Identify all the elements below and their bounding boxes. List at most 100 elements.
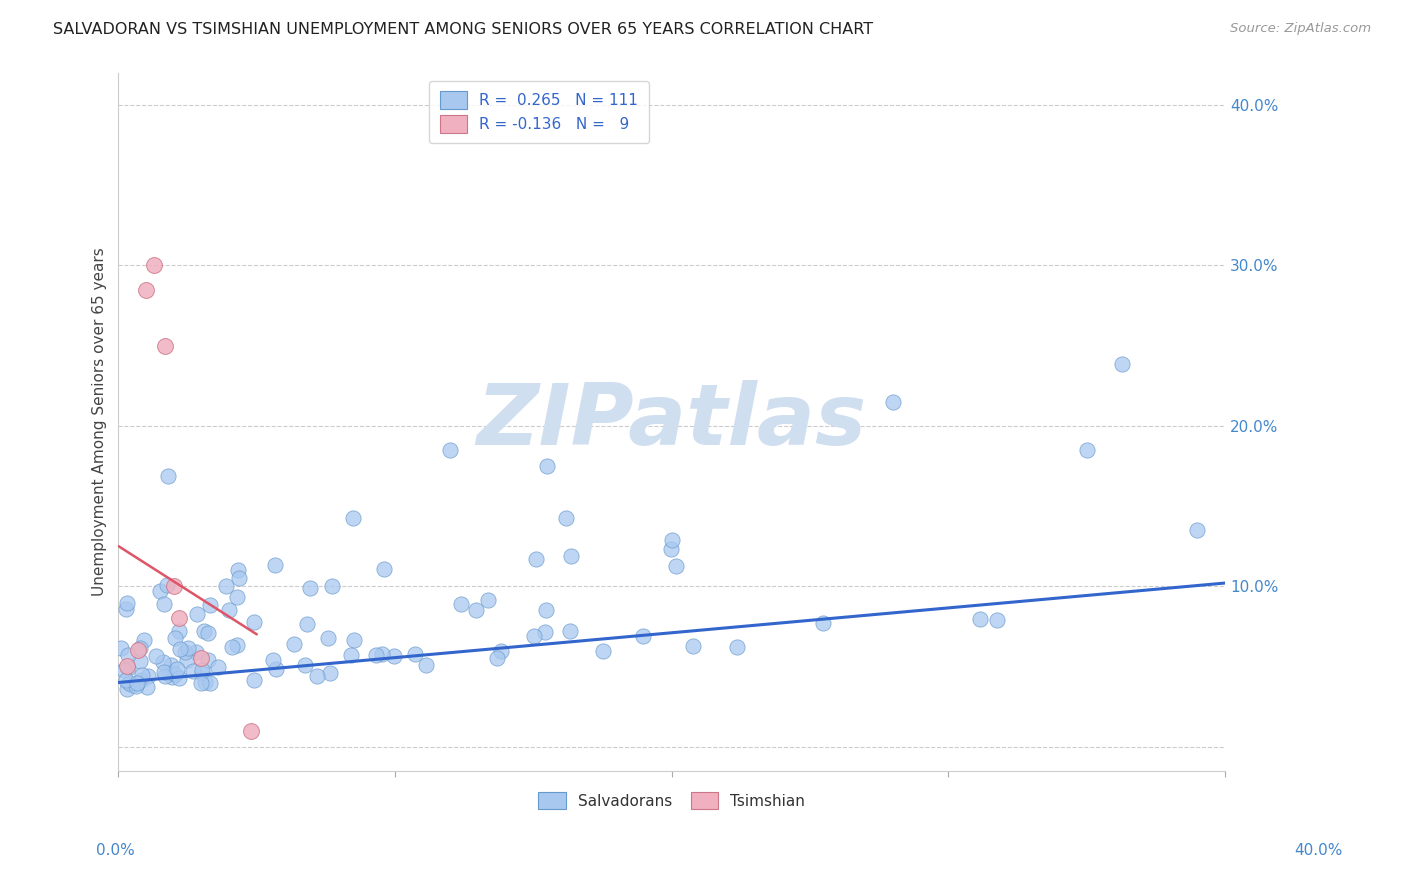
- Point: [156, 578, 179, 592]
- Point: [169, 611, 191, 625]
- Point: [477, 592, 499, 607]
- Point: [404, 647, 426, 661]
- Point: [121, 678, 143, 692]
- Point: [307, 668, 329, 682]
- Point: [198, 598, 221, 612]
- Point: [125, 679, 148, 693]
- Point: [659, 542, 682, 557]
- Text: Source: ZipAtlas.com: Source: ZipAtlas.com: [1230, 22, 1371, 36]
- Point: [489, 643, 512, 657]
- Point: [191, 666, 214, 681]
- Point: [319, 666, 342, 681]
- Point: [169, 642, 191, 657]
- Point: [160, 657, 183, 672]
- Point: [631, 629, 654, 643]
- Point: [262, 653, 284, 667]
- Point: [117, 682, 139, 697]
- Point: [560, 549, 582, 563]
- Point: [110, 640, 132, 655]
- Point: [190, 676, 212, 690]
- Text: SALVADORAN VS TSIMSHIAN UNEMPLOYMENT AMONG SENIORS OVER 65 YEARS CORRELATION CHA: SALVADORAN VS TSIMSHIAN UNEMPLOYMENT AMO…: [53, 22, 873, 37]
- Y-axis label: Unemployment Among Seniors over 65 years: Unemployment Among Seniors over 65 years: [93, 247, 107, 596]
- Text: 40.0%: 40.0%: [1295, 843, 1343, 858]
- Point: [167, 624, 190, 639]
- Point: [298, 582, 321, 596]
- Point: [986, 613, 1008, 627]
- Point: [160, 670, 183, 684]
- Point: [811, 616, 834, 631]
- Point: [197, 653, 219, 667]
- Point: [167, 672, 190, 686]
- Point: [340, 648, 363, 663]
- Point: [321, 579, 343, 593]
- Point: [200, 676, 222, 690]
- Point: [242, 673, 264, 687]
- Point: [592, 644, 614, 658]
- Point: [125, 676, 148, 690]
- Point: [135, 681, 157, 695]
- Point: [186, 607, 208, 622]
- Point: [882, 394, 904, 409]
- Point: [1187, 523, 1209, 537]
- Point: [558, 624, 581, 639]
- Point: [176, 653, 198, 667]
- Point: [1076, 442, 1098, 457]
- Point: [371, 648, 394, 662]
- Point: [191, 663, 214, 677]
- Point: [129, 640, 152, 655]
- Point: [128, 654, 150, 668]
- Point: [163, 667, 186, 681]
- Point: [682, 640, 704, 654]
- Point: [524, 551, 547, 566]
- Point: [295, 617, 318, 632]
- Point: [152, 665, 174, 680]
- Point: [112, 663, 135, 677]
- Point: [725, 640, 748, 655]
- Point: [523, 629, 546, 643]
- Point: [450, 597, 472, 611]
- Text: ZIPatlas: ZIPatlas: [477, 380, 868, 463]
- Point: [117, 648, 139, 662]
- Point: [1111, 358, 1133, 372]
- Point: [665, 558, 688, 573]
- Point: [115, 673, 138, 688]
- Point: [131, 667, 153, 681]
- Point: [165, 631, 187, 645]
- Point: [228, 563, 250, 577]
- Point: [136, 669, 159, 683]
- Point: [283, 637, 305, 651]
- Point: [135, 283, 157, 297]
- Point: [373, 562, 395, 576]
- Point: [536, 458, 558, 473]
- Point: [190, 651, 212, 665]
- Point: [194, 674, 217, 689]
- Point: [342, 510, 364, 524]
- Point: [264, 662, 287, 676]
- Point: [177, 640, 200, 655]
- Point: [115, 597, 138, 611]
- Point: [263, 558, 285, 572]
- Point: [343, 632, 366, 647]
- Point: [166, 662, 188, 676]
- Point: [143, 259, 166, 273]
- Point: [486, 650, 509, 665]
- Point: [156, 469, 179, 483]
- Point: [193, 624, 215, 639]
- Point: [226, 639, 249, 653]
- Point: [294, 657, 316, 672]
- Point: [382, 649, 405, 664]
- Point: [153, 669, 176, 683]
- Point: [439, 442, 461, 457]
- Point: [153, 598, 176, 612]
- Point: [242, 615, 264, 629]
- Point: [118, 675, 141, 690]
- Point: [661, 533, 683, 547]
- Point: [555, 511, 578, 525]
- Point: [163, 579, 186, 593]
- Point: [228, 571, 250, 585]
- Point: [117, 661, 139, 675]
- Point: [129, 673, 152, 687]
- Point: [197, 626, 219, 640]
- Point: [215, 579, 238, 593]
- Point: [316, 632, 339, 646]
